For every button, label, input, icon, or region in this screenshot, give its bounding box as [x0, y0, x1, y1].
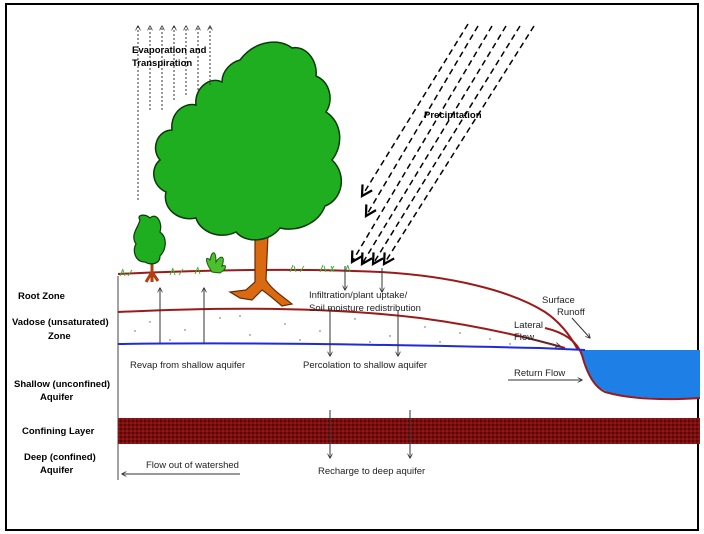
precipitation-label: Precipitation — [424, 110, 482, 121]
small-plant-icon — [206, 252, 226, 274]
big-tree-trunk-icon — [228, 234, 294, 307]
shallow-aquifer-label-2: Aquifer — [40, 392, 74, 403]
infiltration-label: Infiltration/plant uptake/ — [309, 290, 408, 301]
vadose-zone-texture — [134, 315, 511, 345]
lateral-flow-label-2: Flow — [514, 332, 534, 343]
percolation-label: Percolation to shallow aquifer — [303, 360, 427, 371]
surface-runoff-label-2: Runoff — [557, 307, 585, 318]
surface-runoff-arrow — [571, 317, 590, 338]
vadose-zone-label-2: Zone — [48, 331, 71, 342]
lateral-flow-arrow — [519, 335, 560, 346]
precipitation-arrows — [352, 23, 535, 264]
deep-aquifer-label-2: Aquifer — [40, 465, 74, 476]
flow-out-label: Flow out of watershed — [146, 460, 239, 471]
diagram-frame — [5, 3, 699, 531]
evaporation-label: Evaporation and — [132, 45, 207, 56]
return-flow-label: Return Flow — [514, 368, 565, 379]
revap-arrows — [160, 288, 204, 344]
evapotranspiration-arrows — [138, 26, 210, 200]
recharge-arrows — [330, 410, 410, 458]
lateral-flow-label: Lateral — [514, 320, 543, 331]
vadose-zone-label: Vadose (unsaturated) — [12, 317, 109, 328]
infiltration-label-2: Soil moisture redistribution — [309, 303, 421, 314]
confining-layer-band — [118, 418, 700, 444]
infiltration-arrows — [345, 266, 382, 292]
big-tree-foliage-icon — [153, 41, 343, 241]
surface-water-body — [580, 350, 700, 400]
deep-aquifer-label: Deep (confined) — [24, 452, 96, 463]
small-tree-icon — [133, 214, 166, 283]
grass-tufts — [119, 264, 351, 277]
revap-label: Revap from shallow aquifer — [130, 360, 245, 371]
surface-runoff-label: Surface — [542, 295, 575, 306]
root-zone-label: Root Zone — [18, 291, 65, 302]
transpiration-label: Transpiration — [132, 58, 192, 69]
shallow-aquifer-label: Shallow (unconfined) — [14, 379, 110, 390]
recharge-label: Recharge to deep aquifer — [318, 466, 425, 477]
percolation-arrows — [330, 308, 398, 356]
water-table-line — [117, 342, 586, 351]
confining-layer-label: Confining Layer — [22, 426, 95, 437]
